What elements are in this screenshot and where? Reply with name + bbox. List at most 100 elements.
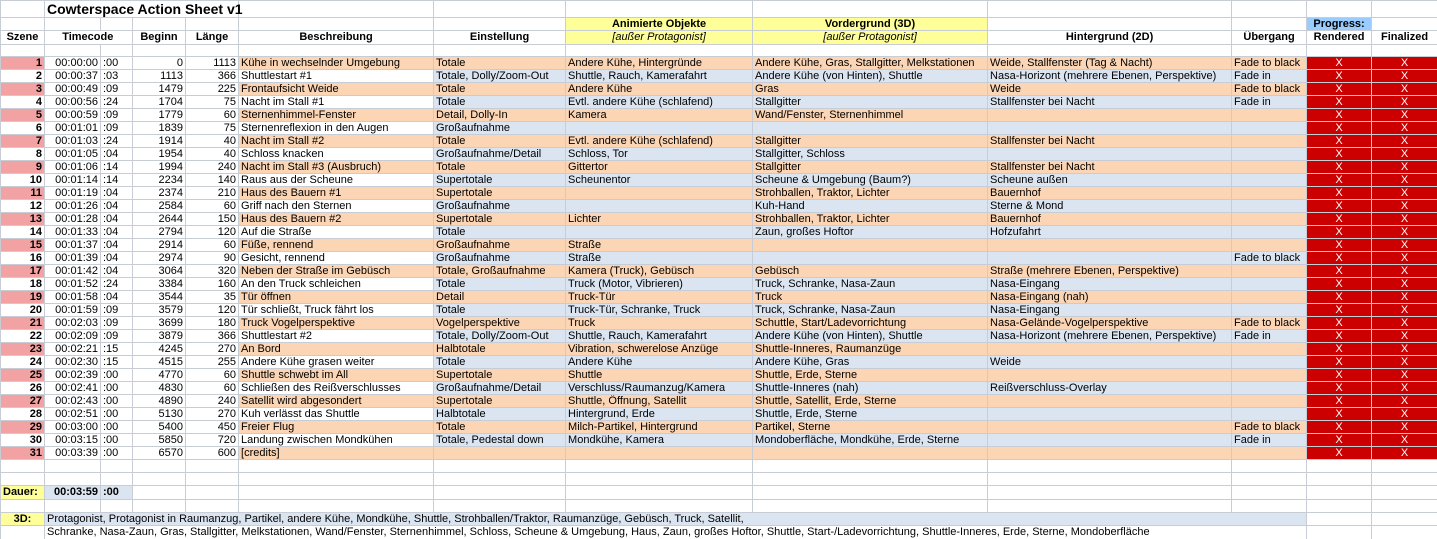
sheet-cell: 6 — [0, 121, 45, 135]
sheet-cell: 140 — [184, 173, 240, 187]
sheet-cell: X — [1306, 394, 1373, 408]
sheet-cell: Totale, Dolly/Zoom-Out — [433, 69, 567, 83]
sheet-cell: X — [1371, 251, 1437, 265]
sheet-cell: X — [1371, 290, 1437, 304]
sheet-cell: X — [1306, 303, 1373, 317]
duration-frames: :00 — [100, 485, 133, 500]
empty-cell — [752, 121, 989, 135]
sheet-row: Cowterspace Action Sheet v1 — [0, 0, 1437, 18]
sheet-cell: Haus des Bauern #1 — [238, 186, 435, 200]
empty-cell — [100, 459, 133, 473]
sheet-cell: :09 — [100, 316, 133, 330]
sheet-row: 11 00:01:19:04 2374 210 Haus des Bauern #1 Su… — [0, 186, 1437, 200]
empty-cell — [1231, 499, 1308, 513]
sheet-row: 19 00:01:58:04 3544 35 Tür öffnen Detail Truck… — [0, 290, 1437, 304]
empty-cell — [238, 44, 435, 57]
sheet-cell: X — [1371, 56, 1437, 70]
sheet-row: Szene Timeco de Beginn Länge Beschreibung Eins… — [0, 30, 1437, 45]
empty-cell — [44, 472, 101, 486]
empty-cell — [433, 17, 567, 31]
sheet-cell: Stallfenster bei Nacht — [987, 134, 1233, 148]
sheet-cell: Schloss, Tor — [565, 147, 754, 161]
sheet-cell: Shuttle, Rauch, Kamerafahrt — [565, 69, 754, 83]
sheet-cell: X — [1371, 381, 1437, 395]
empty-cell — [1231, 459, 1308, 473]
sheet-cell: 5850 — [132, 433, 186, 447]
sheet-cell: Shuttlestart #2 — [238, 329, 435, 343]
sheet-cell: 00:03:39 — [44, 446, 101, 460]
sheet-cell: Truck Vogelperspektive — [238, 316, 435, 330]
empty-cell — [1231, 407, 1308, 421]
empty-cell — [238, 472, 435, 486]
sheet-cell: Kuh-Hand — [752, 199, 989, 213]
empty-cell — [565, 44, 754, 57]
sheet-cell: 21 — [0, 316, 45, 330]
sheet-cell: 1914 — [132, 134, 186, 148]
sheet-cell: :00 — [100, 368, 133, 382]
empty-cell — [433, 0, 567, 18]
empty-cell — [987, 485, 1233, 500]
sheet-cell: 6570 — [132, 446, 186, 460]
empty-cell — [1231, 277, 1308, 291]
empty-cell — [1371, 0, 1437, 18]
duration-timecode: 00:03:59 — [44, 485, 101, 500]
column-header: Beschreibung — [238, 30, 435, 45]
sheet-cell: 17 — [0, 264, 45, 278]
empty-cell — [1231, 355, 1308, 369]
sheet-cell: Fade to black — [1231, 56, 1308, 70]
sheet-cell: X — [1371, 160, 1437, 174]
empty-cell — [1231, 264, 1308, 278]
sheet-cell: Shuttle-Inneres, Raumanzüge — [752, 342, 989, 356]
sheet-cell: 3579 — [132, 303, 186, 317]
sheet-cell: Weide — [987, 82, 1233, 96]
sheet-cell: Truck (Motor, Vibrieren) — [565, 277, 754, 291]
sheet-cell: Partikel, Sterne — [752, 420, 989, 434]
sheet-cell: 270 — [184, 407, 240, 421]
sheet-cell: Milch-Partikel, Hintergrund — [565, 420, 754, 434]
empty-cell — [0, 0, 45, 18]
sheet-cell: :03 — [100, 69, 133, 83]
sheet-cell: X — [1306, 82, 1373, 96]
sheet-cell: 40 — [184, 134, 240, 148]
sheet-cell: X — [1306, 329, 1373, 343]
sheet-cell: 0 — [132, 56, 186, 70]
sheet-cell: :04 — [100, 238, 133, 252]
empty-cell — [1231, 303, 1308, 317]
sheet-cell: 1704 — [132, 95, 186, 109]
sheet-cell: 75 — [184, 121, 240, 135]
empty-cell — [565, 485, 754, 500]
sheet-cell: Freier Flug — [238, 420, 435, 434]
sheet-cell: X — [1306, 407, 1373, 421]
sheet-cell: X — [1371, 342, 1437, 356]
empty-cell — [44, 499, 101, 513]
sheet-cell: 13 — [0, 212, 45, 226]
sheet-cell: 2974 — [132, 251, 186, 265]
sheet-cell: :04 — [100, 147, 133, 161]
empty-cell — [238, 17, 435, 31]
sheet-cell: Haus des Bauern #2 — [238, 212, 435, 226]
sheet-cell: Andere Kühe grasen weiter — [238, 355, 435, 369]
empty-cell — [1306, 525, 1373, 539]
sheet-cell: Andere Kühe — [565, 82, 754, 96]
sheet-cell: Großaufnahme — [433, 199, 567, 213]
objects-label: 3D: — [0, 512, 45, 526]
empty-cell — [1306, 459, 1373, 473]
sheet-cell: :00 — [100, 394, 133, 408]
sheet-cell: Nacht im Stall #3 (Ausbruch) — [238, 160, 435, 174]
sheet-cell: Gittertor — [565, 160, 754, 174]
objects-line: Schranke, Nasa-Zaun, Gras, Stallgitter, … — [43, 525, 1308, 539]
sheet-cell: Strohballen, Traktor, Lichter — [752, 186, 989, 200]
empty-cell — [1231, 485, 1308, 500]
sheet-cell: Nasa-Eingang — [987, 303, 1233, 317]
sheet-cell: Supertotale — [433, 368, 567, 382]
sheet-cell: :09 — [100, 82, 133, 96]
sheet-cell: Griff nach den Sternen — [238, 199, 435, 213]
sheet-cell: Halbtotale — [433, 342, 567, 356]
objects-line: Protagonist, Protagonist in Raumanzug, P… — [43, 512, 1308, 526]
sheet-cell: Kamera — [565, 108, 754, 122]
empty-cell — [0, 525, 45, 539]
sheet-cell: Truck, Schranke, Nasa-Zaun — [752, 303, 989, 317]
sheet-cell: Hintergrund, Erde — [565, 407, 754, 421]
sheet-cell: X — [1306, 160, 1373, 174]
column-header: de — [100, 30, 133, 45]
